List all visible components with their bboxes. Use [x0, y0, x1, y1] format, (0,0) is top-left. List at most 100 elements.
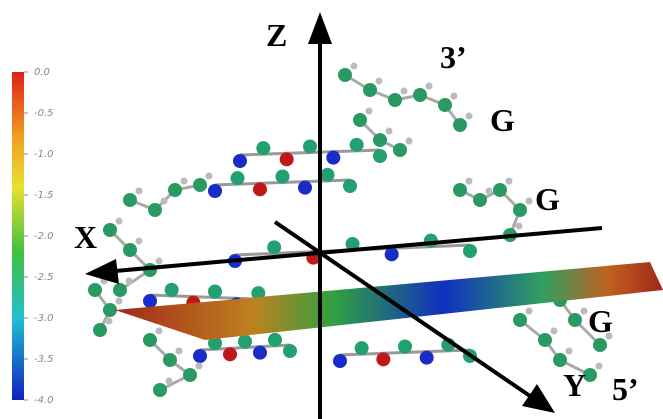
atom — [516, 223, 523, 230]
z-label: Z — [266, 17, 287, 53]
colorbar-tick-label: -3.0 — [34, 313, 54, 324]
atom — [165, 283, 179, 297]
atom — [303, 140, 317, 154]
atom — [566, 348, 573, 355]
colorbar-tick-label: -0.5 — [34, 108, 54, 119]
atom — [493, 183, 507, 197]
atom — [253, 182, 267, 196]
atom — [223, 347, 237, 361]
colorbar-tick-label: -4.0 — [34, 395, 54, 406]
atom — [451, 93, 458, 100]
atom — [238, 335, 252, 349]
three-prime-label: 3’ — [440, 39, 467, 75]
atom — [143, 294, 157, 308]
atom — [596, 363, 603, 370]
base-label: G — [588, 303, 613, 339]
atom — [513, 313, 527, 327]
atom — [355, 341, 369, 355]
atom — [401, 88, 408, 95]
atom — [166, 378, 173, 385]
colorbar-tick-label: -3.5 — [34, 354, 54, 365]
atom — [513, 203, 527, 217]
atom — [463, 244, 477, 258]
atom — [363, 83, 377, 97]
atom — [156, 258, 163, 265]
atom — [116, 298, 123, 305]
atom — [193, 178, 207, 192]
atom — [333, 354, 347, 368]
atom — [161, 198, 168, 205]
figure: 0.0-0.5-1.0-1.5-2.0-2.5-3.0-3.5-4.0 Z X … — [0, 0, 663, 419]
atom — [581, 308, 588, 315]
colorbar-tick-label: 0.0 — [34, 67, 50, 78]
atom — [123, 243, 137, 257]
atom — [593, 338, 607, 352]
atom — [413, 88, 427, 102]
atom — [156, 328, 163, 335]
atom — [538, 333, 552, 347]
atom — [466, 113, 473, 120]
atom — [181, 178, 188, 185]
atom — [426, 83, 433, 90]
colorbar-tick-label: -2.0 — [34, 231, 54, 242]
atom — [343, 179, 357, 193]
atom — [163, 353, 177, 367]
y-arrow — [522, 384, 555, 413]
atom — [126, 278, 133, 285]
atom — [168, 183, 182, 197]
molecule — [88, 63, 613, 398]
colorbar-tick-label: -1.5 — [34, 190, 54, 201]
atom — [267, 240, 281, 254]
atom — [88, 283, 102, 297]
atom — [350, 138, 364, 152]
atom — [268, 333, 282, 347]
x-label: X — [74, 219, 97, 255]
atom — [106, 318, 113, 325]
colorbar — [12, 72, 24, 400]
atom — [136, 238, 143, 245]
atom — [406, 138, 413, 145]
atom — [276, 170, 290, 184]
atom — [103, 223, 117, 237]
atom — [280, 152, 294, 166]
atom — [233, 154, 247, 168]
atom — [398, 340, 412, 354]
atom — [551, 328, 558, 335]
atom — [183, 368, 197, 382]
atom — [208, 285, 222, 299]
atom — [453, 118, 467, 132]
x-axis — [115, 228, 602, 271]
atom — [148, 203, 162, 217]
atom — [353, 113, 367, 127]
atom — [385, 247, 399, 261]
atom — [208, 184, 222, 198]
z-arrow — [308, 12, 332, 44]
atom — [373, 133, 387, 147]
atom — [206, 173, 213, 180]
atom — [326, 151, 340, 165]
atom — [388, 93, 402, 107]
atom — [231, 171, 245, 185]
atom — [506, 178, 513, 185]
atom — [393, 143, 407, 157]
atom — [366, 108, 373, 115]
atom — [143, 333, 157, 347]
atom — [453, 183, 467, 197]
atom — [298, 181, 312, 195]
atom — [438, 98, 452, 112]
atom — [568, 313, 582, 327]
atom — [424, 234, 438, 248]
atom — [351, 63, 358, 70]
atom — [153, 383, 167, 397]
atom — [123, 193, 137, 207]
atom — [321, 168, 335, 182]
atom — [136, 188, 143, 195]
colorbar-tick-label: -2.5 — [34, 272, 54, 283]
atom — [176, 348, 183, 355]
atom — [373, 149, 387, 163]
atom — [256, 141, 270, 155]
colorbar-tick-label: -1.0 — [34, 149, 54, 160]
atom — [473, 193, 487, 207]
atom — [486, 188, 493, 195]
five-prime-label: 5’ — [612, 371, 639, 407]
